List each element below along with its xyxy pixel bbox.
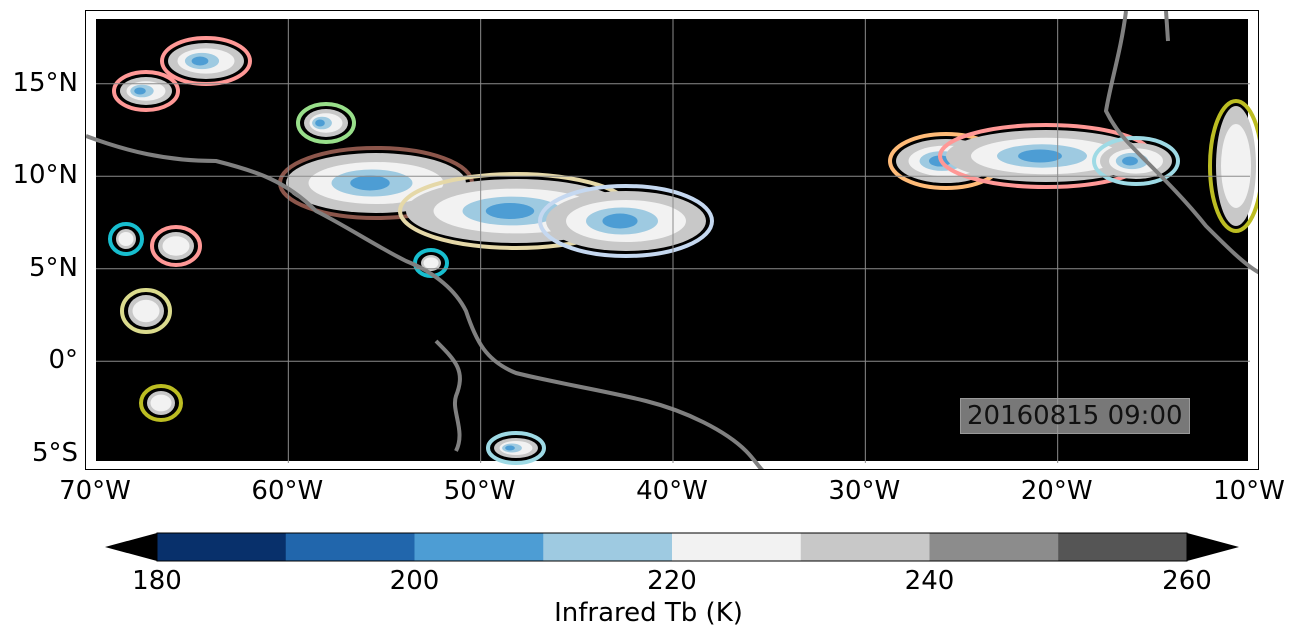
colorbar-segment xyxy=(672,533,802,561)
colorbar-segment xyxy=(1058,533,1188,561)
colorbar-tick-label: 240 xyxy=(904,566,955,596)
colorbar xyxy=(105,532,1239,562)
cloud-system xyxy=(160,36,252,86)
cloud-shields xyxy=(108,36,1258,465)
colorbar-tick-label: 180 xyxy=(132,566,182,596)
cloud-system xyxy=(120,288,172,334)
colorbar-label: Infrared Tb (K) xyxy=(554,598,743,628)
cloud-system xyxy=(296,102,356,144)
colorbar-segment xyxy=(800,533,930,561)
y-tick-label: 10°N xyxy=(12,160,78,191)
coastline xyxy=(434,339,462,452)
cloud-system xyxy=(1208,99,1258,233)
gridlines xyxy=(96,19,1250,463)
cloud-system xyxy=(112,70,180,112)
colorbar-extend-low xyxy=(105,533,157,561)
cloud-system xyxy=(538,184,714,258)
cloud-system xyxy=(150,225,202,267)
coastline xyxy=(1164,11,1170,42)
colorbar-extend-high xyxy=(1187,533,1239,561)
colorbar-tick-label: 260 xyxy=(1162,566,1212,596)
x-tick-label: 40°W xyxy=(636,476,708,506)
colorbar-segment xyxy=(929,533,1059,561)
y-tick-label: 15°N xyxy=(12,67,78,98)
y-tick-label: 5°N xyxy=(29,252,78,283)
x-tick-label: 10°W xyxy=(1213,476,1285,506)
x-tick-label: 50°W xyxy=(443,476,516,506)
colorbar-segment xyxy=(414,533,544,561)
coastline xyxy=(86,134,764,469)
colorbar-segment xyxy=(157,533,287,561)
timestamp-label: 20160815 09:00 xyxy=(960,398,1190,434)
cloud-system xyxy=(139,384,183,422)
x-tick-label: 20°W xyxy=(1020,476,1093,506)
colorbar-tick-label: 200 xyxy=(389,566,440,596)
colorbar-segment xyxy=(285,533,415,561)
x-tick-label: 70°W xyxy=(59,476,131,506)
map-plot xyxy=(86,11,1258,469)
y-tick-label: 5°S xyxy=(31,437,78,468)
cloud-system xyxy=(486,431,546,465)
coastline xyxy=(1104,11,1258,275)
colorbar-outline xyxy=(156,532,1188,562)
cloud-system xyxy=(1092,136,1180,186)
coastlines xyxy=(86,11,1258,469)
y-tick-label: 0° xyxy=(48,345,78,376)
x-tick-label: 60°W xyxy=(251,476,324,506)
map-panel xyxy=(85,10,1259,470)
x-tick-label: 30°W xyxy=(828,476,901,506)
cloud-system xyxy=(108,222,144,256)
colorbar-segment xyxy=(543,533,673,561)
colorbar-tick-label: 220 xyxy=(647,566,697,596)
